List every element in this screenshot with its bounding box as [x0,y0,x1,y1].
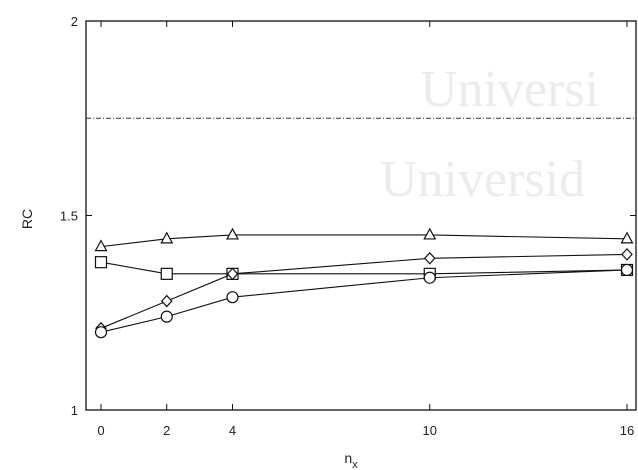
data-point-diamond [621,248,633,261]
watermark-line-1: Universi [420,61,599,118]
data-point-square [94,256,108,269]
data-point-triangle [94,239,108,252]
data-point-triangle [620,231,634,244]
axis-ticks: 0 2 4 10 16 1 1.5 2 [60,14,636,438]
x-tick-label: 16 [620,423,634,438]
data-point-triangle [225,227,240,240]
y-tick-label: 1.5 [60,209,78,224]
data-point-diamond [160,294,173,308]
series-circle [94,263,634,339]
watermark-line-2: Universid [380,151,585,208]
data-point-triangle [423,227,437,240]
x-axis-label-subscript: x [352,459,358,470]
x-axis-label-base: n [344,450,352,466]
data-point-circle [160,310,173,323]
data-point-circle [94,326,108,339]
series-line [100,269,628,333]
series-triangle [94,227,634,252]
series-square [94,256,634,280]
series-line [100,253,628,329]
series-group [94,227,634,339]
data-point-square [160,267,173,280]
x-tick-label: 0 [97,423,104,438]
data-point-triangle [160,231,174,244]
y-tick-label: 2 [71,14,78,29]
x-tick-label: 4 [229,423,236,438]
data-point-diamond [423,251,436,265]
x-axis-label: nx [344,450,358,470]
data-point-circle [423,271,436,284]
x-tick-label: 2 [163,423,170,438]
series-line [100,234,628,248]
data-point-circle [226,291,239,304]
y-axis-label: RC [19,209,35,229]
watermark: Universi Universid [380,61,599,208]
data-point-diamond [226,267,239,281]
data-point-circle [620,263,634,277]
series-diamond [95,248,633,335]
y-tick-label: 1 [71,403,78,418]
x-tick-label: 10 [423,423,437,438]
